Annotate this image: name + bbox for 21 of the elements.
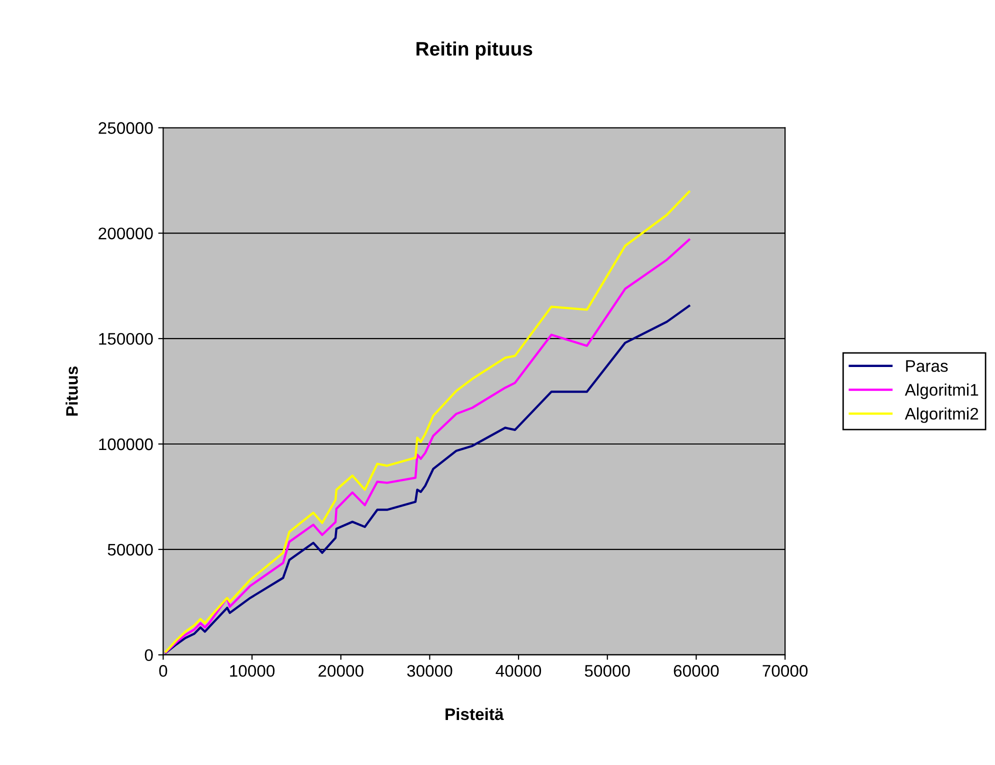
legend-label: Algoritmi2	[904, 407, 978, 423]
x-tick-label: 30000	[407, 665, 452, 677]
x-tick-label: 70000	[762, 665, 808, 677]
x-tick-label: 50000	[584, 665, 630, 677]
x-tick-label: 60000	[674, 665, 719, 677]
legend-label: Algoritmi1	[904, 384, 978, 400]
x-tick-label: 40000	[496, 665, 542, 677]
chart-title: Reitin pituus	[416, 41, 532, 60]
legend-label: Paras	[906, 360, 948, 372]
y-tick-label: 50000	[108, 544, 153, 556]
y-axis-title: Pituus	[66, 366, 78, 416]
y-tick-label: 100000	[99, 438, 153, 450]
x-tick-label: 0	[159, 665, 168, 677]
x-tick-label: 20000	[318, 665, 364, 677]
y-tick-label: 150000	[99, 332, 153, 345]
x-tick-label: 10000	[230, 665, 275, 677]
y-tick-label: 250000	[98, 122, 153, 134]
y-tick-label: 0	[144, 649, 153, 662]
y-tick-label: 200000	[98, 228, 153, 240]
line-series	[164, 304, 690, 654]
x-axis-title: Pisteitä	[446, 708, 504, 720]
